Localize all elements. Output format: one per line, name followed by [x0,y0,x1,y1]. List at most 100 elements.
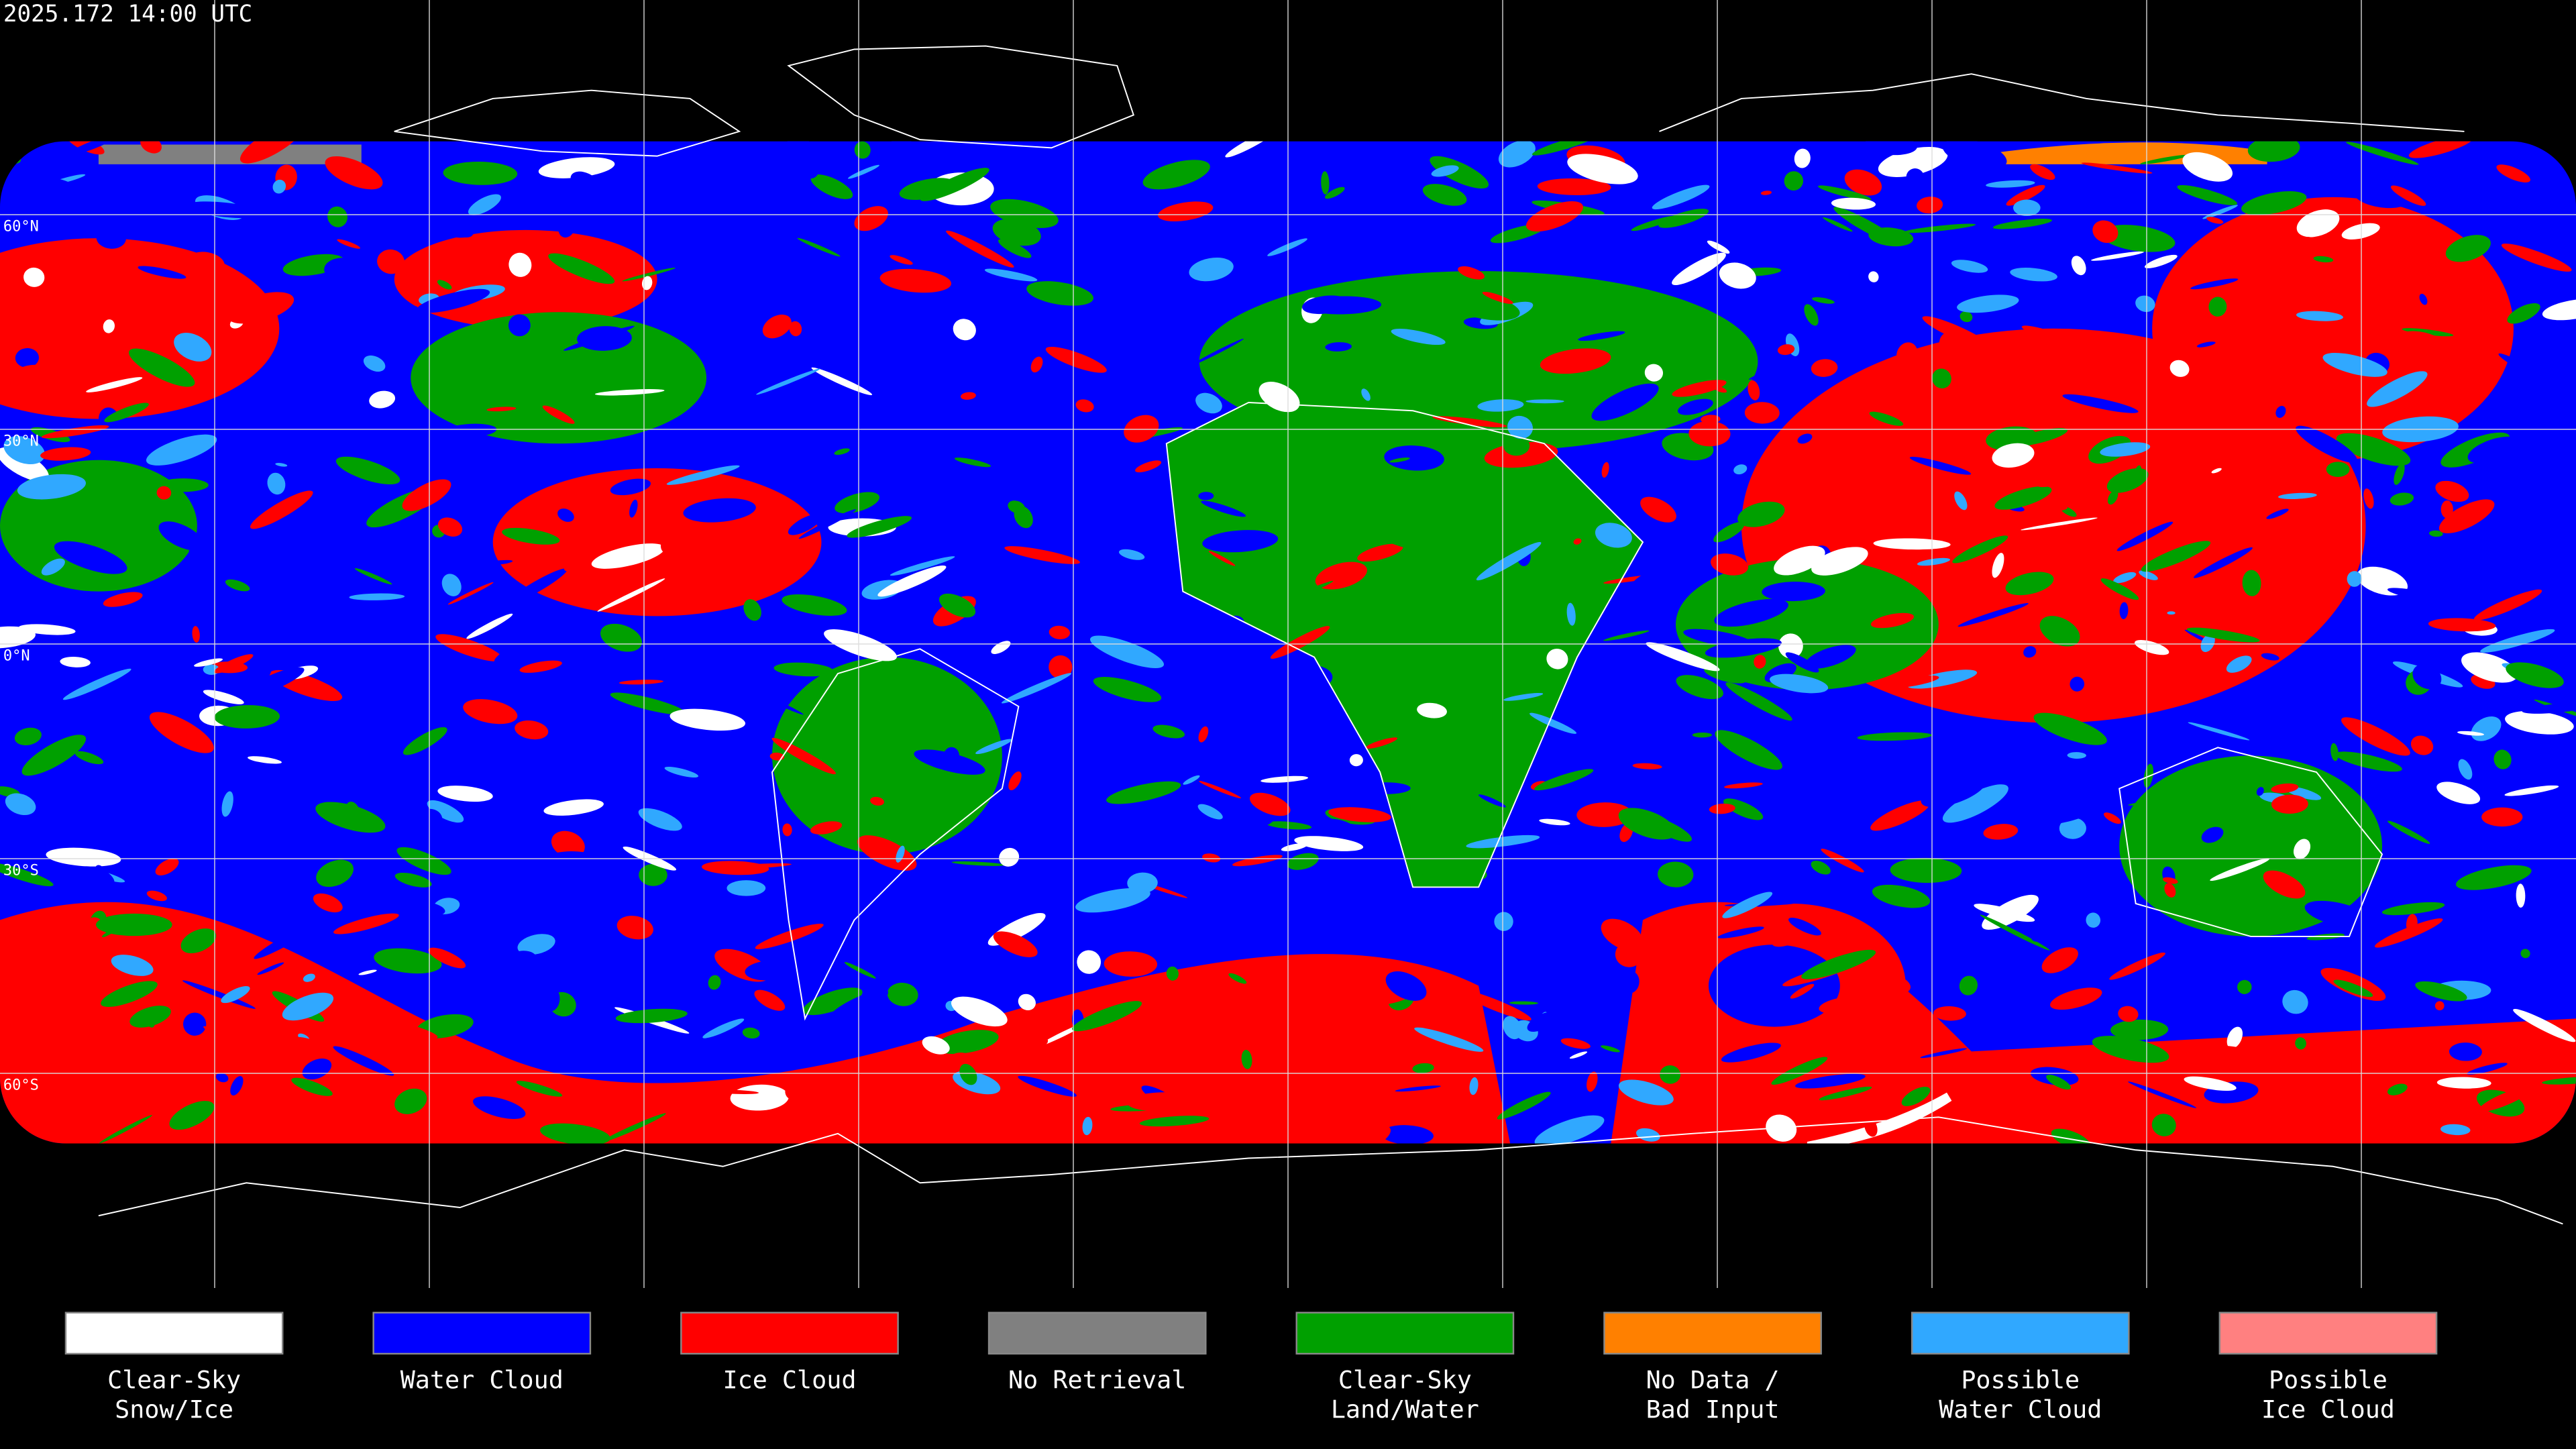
cloud-patch [3,435,45,465]
cloud-patch [1001,673,1072,704]
cloud-patch [2186,627,2260,643]
cloud-patch [444,423,497,438]
cloud-patch [2144,254,2178,268]
cloud-patch [1957,603,2029,627]
cloud-patch [1302,295,1348,315]
cloud-patch [2363,488,2374,509]
cloud-patch [272,179,286,194]
cloud-patch [619,680,663,685]
cloud-patch [1992,553,2004,578]
cloud-patch [1267,238,1307,256]
cloud-patch [1907,669,1978,689]
cloud-patch [468,194,501,215]
cloud-patch [1008,771,1022,791]
cloud-patch [938,593,976,618]
cloud-patch [129,1006,171,1028]
cloud-patch [1567,154,1638,184]
cloud-patch [1595,523,1632,548]
legend-swatch [987,1311,1207,1355]
cloud-patch [1569,1051,1588,1059]
coastline [394,89,741,157]
cloud-patch [1770,674,1829,694]
cloud-patch [1672,252,1726,286]
cloud-patch [182,980,256,1009]
cloud-patch [1135,460,1162,473]
cloud-patch [2341,717,2410,756]
cloud-patch [515,720,549,740]
legend-label: Clear-Sky [107,1365,241,1394]
cloud-patch [0,262,23,286]
cloud-patch [2504,785,2559,796]
cloud-patch [564,559,572,572]
cloud-patch [473,1096,526,1119]
cloud-patch [2071,256,2086,276]
cloud-patch [176,376,191,384]
cloud-patch [922,1036,950,1055]
cloud-patch [1270,626,1330,659]
cloud-patch [1503,1016,1522,1040]
cloud-patch [2086,912,2101,928]
cloud-patch [2295,1037,2306,1050]
cloud-patch [954,458,991,468]
cloud-patch [111,955,154,976]
cloud-patch [2271,794,2308,814]
cloud-patch [1771,798,1840,812]
cloud-patch [2169,360,2190,377]
cloud-patch [1601,462,1609,478]
cloud-patch [86,377,143,392]
cloud-patch [1957,1090,2025,1112]
cloud-patch [927,361,957,372]
cloud-patch [2151,1114,2176,1136]
cloud-patch [1294,836,1364,851]
cloud-patch [1105,419,1128,441]
cloud-patch [1507,415,1533,439]
latitude-label: 60°S [3,1077,39,1093]
cloud-patch [2493,749,2512,769]
cloud-patch [2275,406,2286,418]
cloud-patch [17,364,66,382]
cloud-patch [712,1089,759,1095]
cloud-patch [435,634,503,662]
cloud-patch [1104,951,1158,977]
cloud-patch [1762,582,1825,602]
cloud-patch [486,407,517,412]
cloud-patch [2387,1083,2408,1095]
cloud-patch [2103,812,2121,824]
cloud-patch [906,1120,927,1134]
cloud-patch [74,751,104,765]
cloud-patch [2021,517,2098,531]
cloud-patch [701,861,769,875]
cloud-patch [254,922,318,959]
cloud-patch [1870,612,1915,629]
cloud-patch [2046,1075,2071,1090]
cloud-patch [2498,353,2542,378]
cloud-patch [2119,602,2129,620]
cloud-patch [192,626,200,643]
cloud-patch [1906,168,1924,186]
cloud-patch [967,528,1002,557]
cloud-patch [1158,201,1214,221]
cloud-patch [2256,787,2264,796]
cloud-patch [2326,462,2350,477]
cloud-patch [998,239,1032,258]
cloud-patch [1106,781,1181,804]
cloud-patch [416,902,445,916]
cloud-patch [2315,177,2346,197]
cloud-patch [1901,1086,1931,1106]
cloud-patch [2522,703,2576,714]
cloud-patch [2347,571,2362,587]
cloud-patch [1549,142,1571,150]
cloud-patch [354,568,392,585]
legend-label: Possible [2269,1365,2387,1394]
cloud-patch [267,472,286,495]
cloud-patch [2449,1042,2482,1061]
cloud-patch [443,161,518,185]
cloud-patch [2163,877,2178,884]
cloud-patch [2091,251,2144,261]
cloud-patch [2062,1003,2106,1020]
cloud-patch [1432,416,1507,428]
cloud-patch [333,913,399,934]
cloud-patch [1110,248,1128,258]
coastlines [98,45,2563,1225]
cloud-patch [68,274,84,299]
